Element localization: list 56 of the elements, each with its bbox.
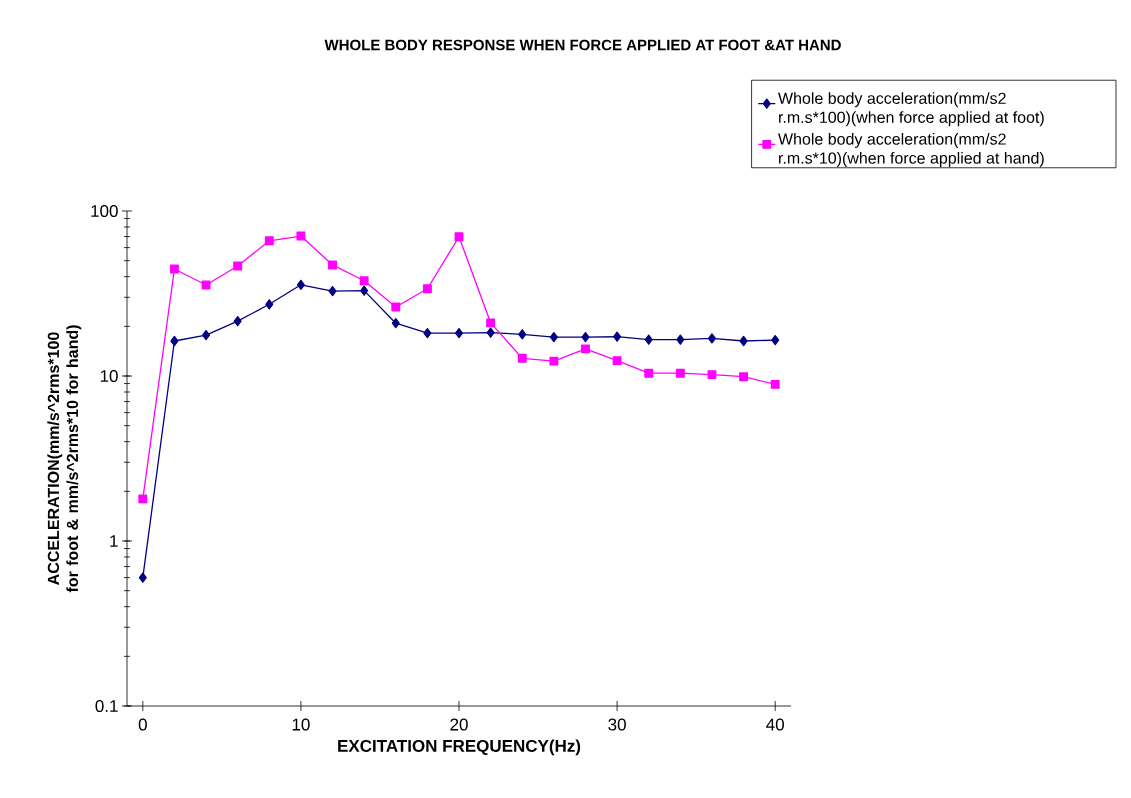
point [644,368,654,378]
y-tick-label: 1 [110,535,118,547]
point [549,356,559,366]
point [202,329,211,341]
point [707,370,717,380]
point [422,284,432,294]
x-tick-label: 0 [138,718,147,731]
point [612,356,622,366]
point [391,318,400,329]
point [549,331,558,343]
point [201,280,211,290]
point [296,279,305,290]
x-tick-label: 30 [608,718,626,731]
point [613,331,622,342]
point [771,334,780,346]
legend-label: Whole body acceleration(mm/s2 r.m.s*10)(when force applied at hand) [778,133,1044,167]
point [359,276,369,286]
point [676,334,685,345]
point [739,335,748,347]
x-tick-label: 10 [292,718,310,731]
y-tick-label: 0.1 [95,699,118,713]
point [170,335,179,347]
point [328,260,337,270]
y-tick-label: 100 [91,204,118,218]
point [391,302,401,312]
point [739,372,749,382]
legend-label: Whole body acceleration(mm/s2 r.m.s*100)(when force applied at foot) [778,92,1044,127]
point [169,264,179,274]
y-tick-label: 10 [100,369,118,383]
point [454,327,464,339]
point [770,379,780,389]
point [296,231,306,241]
point [233,261,243,271]
point [264,236,274,246]
point [581,344,590,354]
point [265,299,274,310]
y-axis-title: ACCELERATION(mm/s^2rms*100 for foot & mm/s^2rms*10 for hand) [47,325,82,593]
point [518,329,527,340]
point [138,494,148,504]
point [454,232,464,242]
chart-title: WHOLE BODY RESPONSE WHEN FORCE APPLIED AT FOOT &AT HAND [324,39,841,51]
point [517,353,527,363]
point [581,331,590,343]
point [675,368,685,378]
point [486,327,495,338]
point [486,318,496,328]
x-tick-label: 40 [766,718,784,731]
point [360,285,369,296]
point [138,572,147,583]
point [233,316,242,327]
point [423,327,432,339]
point [644,334,653,345]
point [328,285,337,297]
x-axis-title: EXCITATION FREQUENCY(Hz) [338,739,581,756]
x-tick-label: 20 [450,718,468,731]
point [707,333,716,344]
